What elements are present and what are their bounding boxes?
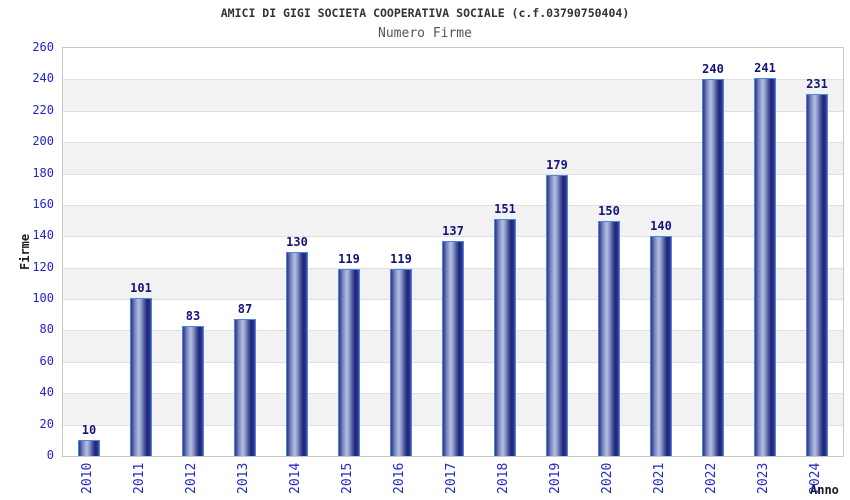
grid-band <box>63 79 843 111</box>
y-tick-label: 180 <box>32 165 54 180</box>
bar-value-label: 137 <box>442 224 464 238</box>
grid-band <box>63 173 843 205</box>
y-tick-label: 60 <box>39 353 54 368</box>
bar-value-label: 87 <box>237 302 253 317</box>
bar <box>442 241 464 456</box>
bar-value-label: 140 <box>650 219 672 234</box>
bar <box>494 219 516 456</box>
grid-line <box>63 110 843 112</box>
bar <box>650 236 672 456</box>
chart-title: AMICI DI GIGI SOCIETA COOPERATIVA SOCIAL… <box>220 6 630 20</box>
bar <box>286 252 308 456</box>
y-tick-label: 40 <box>39 385 54 400</box>
y-tick-label: 120 <box>32 259 54 274</box>
y-tick-label: 220 <box>32 102 54 117</box>
x-tick-label: 2012 <box>184 462 199 494</box>
bar <box>390 269 412 456</box>
grid-line <box>63 236 843 238</box>
bar <box>806 93 828 456</box>
grid-line <box>63 79 843 81</box>
bar <box>598 220 620 456</box>
bar-value-label: 241 <box>754 60 776 75</box>
x-tick-label: 2016 <box>392 462 407 494</box>
bar-value-label: 10 <box>81 423 97 438</box>
grid-band <box>63 142 843 174</box>
bar <box>702 79 724 456</box>
bar <box>182 325 204 456</box>
bar-value-label: 231 <box>806 76 828 91</box>
bar <box>78 440 100 456</box>
bar <box>130 297 152 456</box>
grid-line <box>63 204 843 206</box>
bar-value-label: 179 <box>546 158 568 173</box>
x-tick-label: 2022 <box>704 462 719 494</box>
y-tick-label: 160 <box>32 196 54 211</box>
x-tick-label: 2020 <box>600 462 615 494</box>
x-tick-label: 2021 <box>652 462 667 494</box>
y-tick-label: 20 <box>39 416 54 431</box>
bar <box>234 319 256 456</box>
bar-value-label: 119 <box>338 252 360 267</box>
x-tick-label: 2019 <box>548 462 563 494</box>
x-tick-label: 2015 <box>340 462 355 494</box>
grid-band <box>63 48 843 80</box>
bar-value-label: 240 <box>702 62 724 77</box>
bar-value-label: 83 <box>185 308 201 323</box>
x-tick-label: 2010 <box>80 462 95 494</box>
x-tick-label: 2023 <box>756 462 771 494</box>
bar-value-label: 151 <box>494 202 516 217</box>
x-tick-label: 2024 <box>808 462 823 494</box>
x-tick-label: 2018 <box>496 462 511 494</box>
y-tick-label: 240 <box>32 71 54 86</box>
y-tick-label: 200 <box>32 134 54 149</box>
grid-line <box>63 142 843 144</box>
y-tick-label: 80 <box>39 322 54 337</box>
y-tick-label: 100 <box>32 291 54 306</box>
x-tick-label: 2011 <box>132 462 147 494</box>
x-axis-label: Anno <box>810 483 839 497</box>
y-tick-label: 140 <box>32 228 54 243</box>
bar <box>338 269 360 456</box>
x-tick-label: 2014 <box>288 462 303 494</box>
plot-area: 10 101 83 87 130 119 119 137 151 179 150 140 240 241 2… <box>62 47 844 457</box>
bar <box>754 77 776 456</box>
bar <box>546 175 568 456</box>
bar-value-label: 119 <box>390 252 412 267</box>
grid-band <box>63 110 843 143</box>
y-tick-label: 0 <box>46 448 54 462</box>
x-tick-label: 2013 <box>236 462 251 494</box>
x-tick-label: 2017 <box>444 462 459 494</box>
grid-line <box>63 173 843 175</box>
bar-value-label: 150 <box>598 203 620 218</box>
bar-value-label: 101 <box>130 280 152 295</box>
y-tick-label: 260 <box>32 40 54 54</box>
bar-value-label: 130 <box>286 235 308 249</box>
chart-subtitle: Numero Firme <box>378 26 472 41</box>
